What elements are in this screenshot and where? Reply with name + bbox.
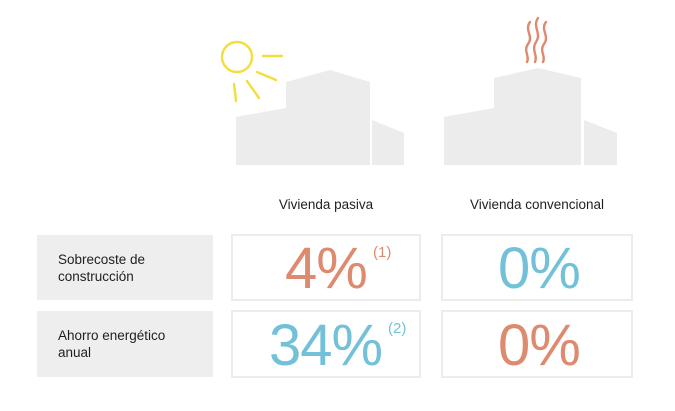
value-conventional-sobrecoste: 0% bbox=[498, 236, 581, 301]
cell-passive-ahorro: 34% (2) bbox=[231, 310, 421, 378]
row-label-ahorro: Ahorro energético anual bbox=[37, 311, 213, 377]
row-label-line: anual bbox=[58, 345, 92, 360]
value-conventional-ahorro: 0% bbox=[498, 313, 581, 378]
cell-conventional-ahorro: 0% bbox=[441, 310, 633, 378]
row-label-line: construcción bbox=[58, 268, 134, 284]
sun-icon bbox=[220, 40, 284, 103]
column-header-passive: Vivienda pasiva bbox=[278, 197, 374, 212]
footnote-marker-1: (1) bbox=[373, 244, 392, 261]
row-label-line: Sobrecoste de bbox=[58, 251, 146, 267]
column-header-conventional: Vivienda convencional bbox=[469, 197, 605, 212]
building-icon bbox=[444, 68, 617, 165]
heat-waves-icon bbox=[524, 16, 548, 64]
value-passive-ahorro: 34% bbox=[269, 313, 383, 378]
row-label-sobrecoste: Sobrecoste de construcción bbox=[37, 235, 213, 300]
value-passive-sobrecoste: 4% bbox=[285, 236, 368, 301]
cell-conventional-sobrecoste: 0% bbox=[441, 234, 633, 301]
footnote-marker-2: (2) bbox=[388, 320, 407, 337]
row-label-line: Ahorro energético bbox=[58, 328, 166, 343]
cell-passive-sobrecoste: 4% (1) bbox=[231, 234, 421, 301]
building-icon bbox=[236, 70, 404, 165]
